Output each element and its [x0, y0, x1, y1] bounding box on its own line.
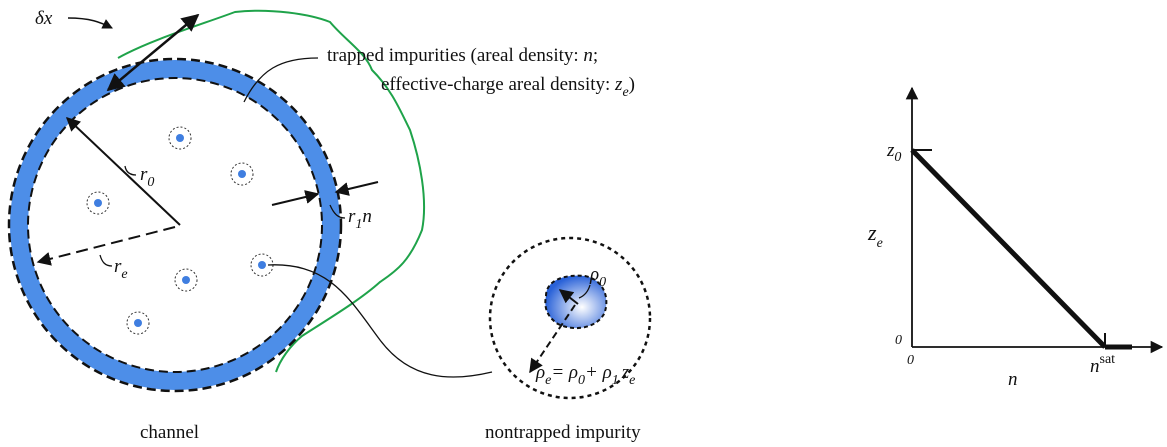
x-tick-nsat: nsat [1090, 352, 1115, 377]
label-part: n [362, 206, 372, 227]
label-part: 0 [894, 150, 901, 165]
label-part: ρ [589, 264, 599, 285]
label-part: ρ [535, 362, 545, 383]
label-part: 1 [355, 217, 362, 232]
y-tick-z0: z0 [886, 140, 901, 165]
label-part: trapped impurities (areal density: [327, 45, 583, 66]
trapped-label-2: effective-charge areal density: ze) [381, 74, 635, 100]
channel-caption: channel [140, 422, 199, 443]
re-leader [100, 255, 112, 266]
ze-line [912, 150, 1105, 347]
label-part: ρ [568, 362, 578, 383]
impurities [87, 127, 273, 334]
label-part: effective-charge areal density: [381, 74, 615, 95]
label-part: ; [593, 45, 598, 66]
r1n-label: r1n [348, 206, 372, 232]
y-origin: 0 [895, 333, 902, 348]
channel-ring [19, 69, 331, 381]
trapped-label-1: trapped impurities (areal density: n; [327, 45, 598, 66]
label-part: e [121, 267, 127, 282]
re-label: re [114, 256, 128, 282]
label-part: = [551, 362, 569, 383]
label-part: 1 [612, 373, 619, 388]
label-part: n [1090, 356, 1100, 377]
y-axis-label: ze [867, 220, 883, 251]
x-axis-label: n [1008, 369, 1018, 390]
re-arrow [38, 227, 175, 262]
r1n-arrow-in [272, 194, 318, 205]
label-part: sat [1100, 352, 1116, 367]
r1n-arrow-out [336, 182, 378, 192]
label-part: e [877, 236, 883, 251]
x-origin: 0 [907, 353, 914, 368]
label-part: n [583, 45, 593, 66]
dx-leader [68, 18, 112, 28]
label-part: 0 [599, 275, 606, 290]
dx-label: δx [35, 8, 53, 29]
impurity-caption: nontrapped impurity [485, 422, 641, 443]
r0-label: r0 [140, 164, 154, 190]
label-part: + [585, 362, 603, 383]
label-part: e [629, 373, 635, 388]
label-part: ) [629, 74, 635, 95]
r0-arrow [67, 118, 180, 225]
label-part: 0 [147, 175, 154, 190]
label-part: 0 [578, 373, 585, 388]
label-part: z [867, 220, 877, 245]
figure: δx trapped impurities (areal density: n;… [0, 0, 1167, 447]
label-part: ρ [602, 362, 612, 383]
